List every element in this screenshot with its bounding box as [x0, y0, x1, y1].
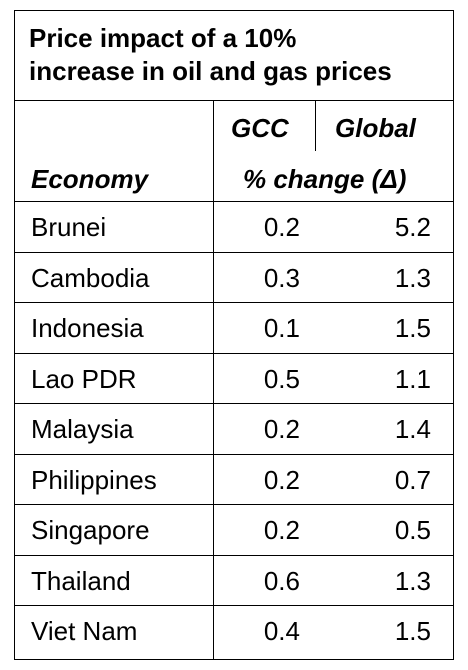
global-value-cell: 1.5 [394, 616, 431, 646]
global-value-cell: 0.5 [394, 515, 431, 545]
global-value-cell: 1.5 [394, 313, 431, 343]
title-line-2: increase in oil and gas prices [29, 56, 392, 86]
row-divider [15, 504, 453, 505]
global-value-cell: 0.7 [394, 464, 431, 495]
economy-cell: Brunei [31, 212, 107, 242]
gcc-value-cell: 0.5 [263, 363, 300, 394]
header-separator [15, 201, 453, 202]
header-percent-change: % change (Δ) [243, 164, 407, 194]
header-global: Global [335, 113, 416, 143]
row-divider [15, 605, 453, 606]
gcc-value-cell: 0.3 [263, 262, 300, 293]
table-title: Price impact of a 10% increase in oil an… [15, 11, 453, 101]
global-value-cell: 1.4 [394, 414, 431, 444]
economy-cell: Singapore [31, 515, 150, 545]
economy-cell: Malaysia [31, 414, 134, 444]
header-gcc: GCC [231, 113, 289, 143]
economy-cell: Thailand [31, 565, 131, 596]
economy-cell: Cambodia [31, 262, 150, 293]
row-divider [15, 403, 453, 404]
economy-cell: Lao PDR [31, 363, 137, 394]
header-economy: Economy [31, 164, 149, 194]
column-divider-2 [315, 101, 316, 151]
price-impact-table: Price impact of a 10% increase in oil an… [14, 10, 454, 660]
row-divider [15, 554, 453, 556]
row-divider [15, 453, 453, 455]
global-value-cell: 5.2 [394, 212, 431, 242]
global-value-cell: 1.1 [394, 363, 431, 394]
row-divider [15, 352, 453, 354]
title-line-1: Price impact of a 10% [29, 23, 297, 53]
gcc-value-cell: 0.2 [263, 414, 300, 444]
economy-cell: Philippines [31, 464, 157, 495]
global-value-cell: 1.3 [394, 262, 431, 293]
column-divider-1 [213, 101, 214, 659]
global-value-cell: 1.3 [394, 565, 431, 596]
economy-cell: Viet Nam [31, 616, 138, 646]
gcc-value-cell: 0.2 [263, 464, 300, 495]
gcc-value-cell: 0.2 [263, 515, 300, 545]
gcc-value-cell: 0.2 [263, 212, 300, 242]
economy-cell: Indonesia [31, 313, 144, 343]
gcc-value-cell: 0.1 [263, 313, 300, 343]
gcc-value-cell: 0.4 [263, 616, 300, 646]
row-divider [15, 251, 453, 253]
row-divider [15, 302, 453, 303]
gcc-value-cell: 0.6 [263, 565, 300, 596]
